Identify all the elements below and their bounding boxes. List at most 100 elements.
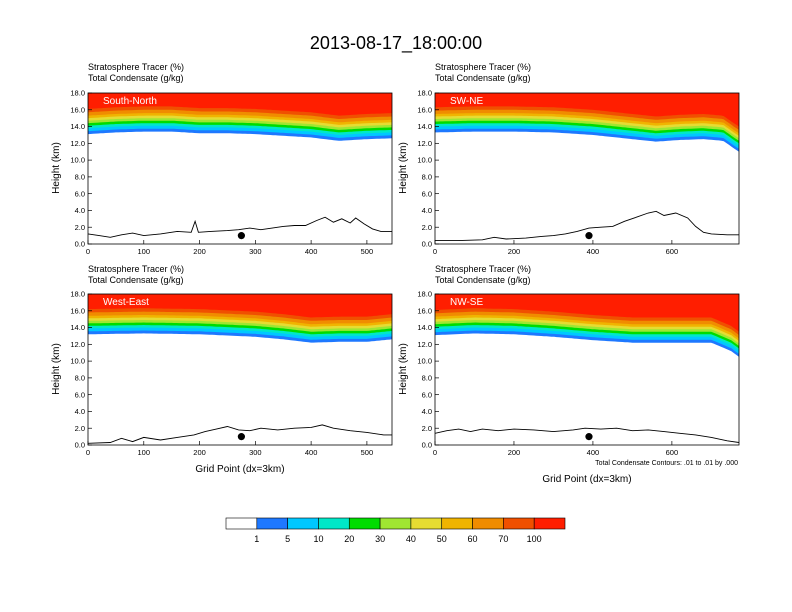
x-tick-label: 400	[587, 448, 600, 457]
panel-south-north: Stratosphere Tracer (%) Total Condensate…	[51, 62, 393, 256]
panel-west-east: Stratosphere Tracer (%) Total Condensate…	[51, 264, 393, 475]
colorbar-swatch	[410, 517, 443, 530]
y-tick-label: 4.0	[75, 206, 85, 215]
y-tick-label: 4.0	[422, 206, 432, 215]
x-tick-label: 100	[138, 247, 151, 256]
x-tick-label: 0	[433, 247, 437, 256]
y-tick-label: 10.0	[417, 357, 432, 366]
panel-subtitle-tracer: Stratosphere Tracer (%)	[435, 264, 531, 274]
x-tick-label: 400	[305, 247, 318, 256]
colorbar-swatch	[256, 517, 288, 530]
x-tick-label: 0	[86, 448, 90, 457]
plot-area	[435, 93, 739, 244]
panel-sw-ne: Stratosphere Tracer (%) Total Condensate…	[398, 62, 740, 256]
y-tick-label: 2.0	[422, 223, 432, 232]
x-tick-label: 100	[138, 448, 151, 457]
x-tick-label: 300	[249, 247, 262, 256]
colorbar-swatch	[379, 517, 412, 530]
y-tick-label: 8.0	[422, 172, 432, 181]
plot-frame	[434, 293, 740, 446]
terrain-line	[435, 427, 739, 443]
y-tick-label: 0.0	[75, 240, 85, 249]
y-tick-label: 16.0	[70, 306, 85, 315]
x-tick-label: 500	[361, 247, 374, 256]
tracer-band-level-10	[435, 294, 739, 332]
colorbar-label: 60	[468, 534, 478, 544]
colorbar-label: 20	[344, 534, 354, 544]
panel-subtitle-condensate: Total Condensate (g/kg)	[435, 73, 531, 83]
tracer-band-level-10	[88, 294, 392, 318]
colorbar-swatch	[441, 517, 473, 530]
colorbar-swatch	[318, 517, 350, 530]
y-tick-label: 4.0	[422, 407, 432, 416]
y-tick-label: 14.0	[417, 323, 432, 332]
y-tick-label: 14.0	[70, 122, 85, 131]
panel-label: West-East	[103, 297, 149, 308]
y-tick-label: 10.0	[70, 156, 85, 165]
panel-nw-se: Stratosphere Tracer (%) Total Condensate…	[398, 264, 740, 485]
condensate-contour-note: Total Condensate Contours: .01 to .01 by…	[595, 460, 738, 467]
y-tick-label: 18.0	[417, 89, 432, 98]
y-tick-label: 16.0	[417, 105, 432, 114]
y-tick-label: 8.0	[75, 373, 85, 382]
x-tick-label: 0	[433, 448, 437, 457]
x-tick-label: 500	[361, 448, 374, 457]
plot-area	[88, 93, 392, 244]
y-tick-label: 0.0	[75, 441, 85, 450]
colorbar-label: 30	[375, 534, 385, 544]
panel-label: SW-NE	[450, 96, 483, 107]
y-tick-label: 18.0	[417, 290, 432, 299]
panel-ylabel: Height (km)	[398, 142, 409, 194]
y-tick-label: 12.0	[417, 139, 432, 148]
x-tick-label: 400	[587, 247, 600, 256]
panel-subtitle-condensate: Total Condensate (g/kg)	[435, 275, 531, 285]
colorbar-swatch	[348, 517, 381, 530]
y-tick-label: 0.0	[422, 240, 432, 249]
y-tick-label: 12.0	[417, 340, 432, 349]
x-tick-label: 200	[508, 448, 521, 457]
y-tick-label: 6.0	[75, 189, 85, 198]
panel-subtitle-tracer: Stratosphere Tracer (%)	[435, 62, 531, 72]
colorbar-swatch	[225, 517, 258, 530]
x-tick-label: 200	[508, 247, 521, 256]
y-tick-label: 12.0	[70, 340, 85, 349]
y-tick-label: 8.0	[422, 373, 432, 382]
colorbar: 1 5 10 20 30 40 50 60 70 100	[225, 517, 566, 544]
station-marker	[585, 232, 593, 240]
plot-frame	[87, 293, 393, 446]
y-tick-label: 8.0	[75, 172, 85, 181]
panel-subtitle-tracer: Stratosphere Tracer (%)	[88, 62, 184, 72]
tracer-band-level-10	[435, 93, 739, 127]
plot-area	[435, 294, 739, 445]
x-tick-label: 600	[666, 247, 679, 256]
figure-title: 2013-08-17_18:00:00	[310, 33, 482, 54]
y-tick-label: 14.0	[417, 122, 432, 131]
terrain-line	[88, 216, 392, 238]
panel-label: South-North	[103, 96, 157, 107]
terrain-line	[435, 210, 739, 242]
station-marker	[237, 232, 245, 240]
y-tick-label: 12.0	[70, 139, 85, 148]
colorbar-swatch	[533, 517, 566, 530]
station-marker	[237, 433, 245, 441]
plot-area	[88, 294, 392, 445]
colorbar-swatch	[287, 517, 319, 530]
x-tick-label: 600	[666, 448, 679, 457]
y-tick-label: 16.0	[417, 306, 432, 315]
y-tick-label: 0.0	[422, 441, 432, 450]
x-tick-label: 200	[193, 247, 206, 256]
y-tick-label: 2.0	[75, 223, 85, 232]
panel-label: NW-SE	[450, 297, 483, 308]
colorbar-swatch	[472, 517, 504, 530]
y-tick-label: 2.0	[422, 424, 432, 433]
colorbar-label: 10	[313, 534, 323, 544]
y-tick-label: 6.0	[422, 189, 432, 198]
panel-ylabel: Height (km)	[51, 343, 62, 395]
y-tick-label: 4.0	[75, 407, 85, 416]
colorbar-label: 50	[437, 534, 447, 544]
colorbar-label: 5	[285, 534, 290, 544]
panel-xlabel: Grid Point (dx=3km)	[195, 464, 284, 475]
plot-frame	[87, 92, 393, 245]
y-tick-label: 10.0	[70, 357, 85, 366]
